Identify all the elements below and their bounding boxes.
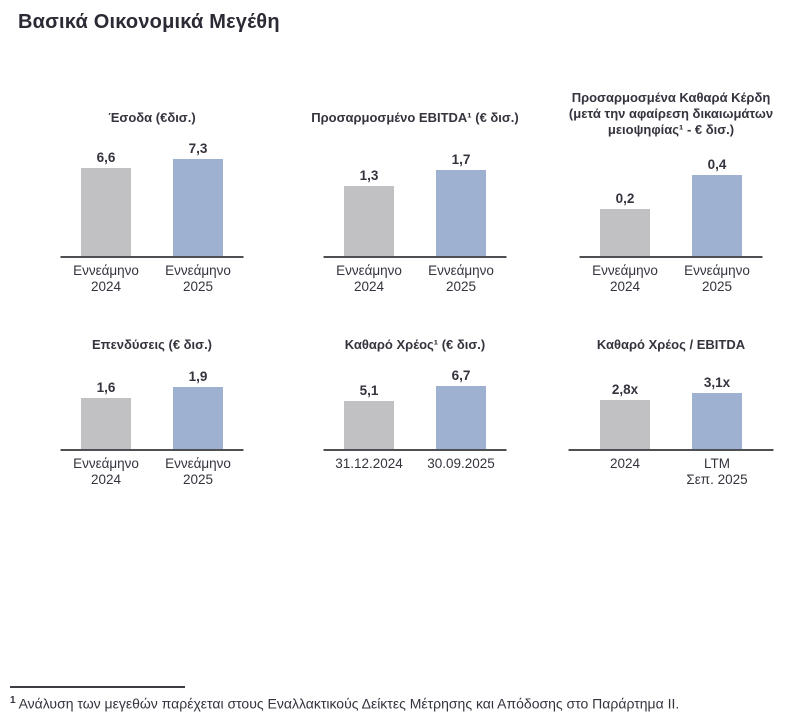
bar-value-label: 1,3 [359, 168, 379, 183]
x-axis-labels: 2024 LTM Σεπ. 2025 [579, 456, 763, 488]
x-axis-labels: Εννεάμηνο 2024 Εννεάμηνο 2025 [60, 263, 244, 295]
chart-title: Καθαρό Χρέος¹ (€ δισ.) [344, 337, 486, 352]
bar-value-label: 6,6 [96, 150, 116, 165]
plot-area: 5,1 6,7 [315, 330, 515, 449]
bar-value-label: 3,1x [703, 375, 731, 390]
x-axis-labels: Εννεάμηνο 2024 Εννεάμηνο 2025 [60, 456, 244, 488]
bar-group-2024: 1,6 [81, 380, 131, 449]
bar-value-label: 6,7 [451, 368, 471, 383]
page-title: Βασικά Οικονομικά Μεγέθη [18, 11, 280, 33]
x-axis-line [323, 449, 507, 451]
bar-group-2024: 1,3 [344, 168, 394, 256]
x-axis-line [60, 256, 244, 258]
bar-value-label: 1,9 [188, 369, 208, 384]
bar-2024 [81, 398, 131, 449]
bar-group-2024: 5,1 [344, 383, 394, 449]
bar-2025 [692, 175, 742, 256]
x-axis-line [60, 449, 244, 451]
x-axis-labels: 31.12.2024 30.09.2025 [323, 456, 507, 472]
bar-value-label: 7,3 [188, 141, 208, 156]
x-axis-labels: Εννεάμηνο 2024 Εννεάμηνο 2025 [323, 263, 507, 295]
plot-area: 0,2 0,4 [571, 86, 771, 256]
bar-value-label: 5,1 [359, 383, 379, 398]
x-axis-label: Εννεάμηνο 2025 [165, 263, 231, 294]
x-axis-label: Εννεάμηνο 2024 [592, 263, 658, 294]
footnote-divider [10, 686, 185, 688]
x-axis-label: 2024 [609, 456, 641, 471]
x-axis-label: 30.09.2025 [427, 456, 495, 471]
x-axis-label: Εννεάμηνο 2024 [336, 263, 402, 294]
bar-group-2024: 6,6 [81, 150, 131, 256]
bar-value-label: 0,4 [707, 157, 727, 172]
plot-area: 1,3 1,7 [315, 86, 515, 256]
bar-2024 [344, 186, 394, 256]
bar-2024 [344, 401, 394, 449]
bar-value-label: 1,7 [451, 152, 471, 167]
chart-title: Προσαρμοσμένα Καθαρά Κέρδη (μετά την αφα… [568, 90, 774, 137]
x-axis-label: Εννεάμηνο 2025 [428, 263, 494, 294]
x-axis-line [323, 256, 507, 258]
bar-group-2025: 7,3 [173, 141, 223, 256]
bar-group-2025: 1,7 [436, 152, 486, 256]
x-axis-label: Εννεάμηνο 2025 [165, 456, 231, 487]
bar-2025 [173, 387, 223, 449]
bar-value-label: 1,6 [96, 380, 116, 395]
bar-group-2025: 0,4 [692, 157, 742, 256]
bar-value-label: 2,8x [611, 382, 639, 397]
chart-net-debt: Καθαρό Χρέος¹ (€ δισ.) 5,1 6,7 31.12.202… [315, 330, 515, 498]
x-axis-line [568, 449, 774, 451]
chart-title: Καθαρό Χρέος / EBITDA [596, 337, 746, 352]
bar-group-2024: 0,2 [600, 191, 650, 256]
plot-area: 6,6 7,3 [52, 86, 252, 256]
footnote: 1 Ανάλυση των μεγεθών παρέχεται στους Ενα… [10, 695, 679, 712]
x-axis-label: LTM Σεπ. 2025 [686, 456, 748, 487]
plot-area: 2,8x 3,1x [571, 330, 771, 449]
chart-revenue: Έσοδα (€δισ.) 6,6 7,3 Εννεάμηνο 2024 Ενν… [52, 86, 252, 304]
x-axis-labels: Εννεάμηνο 2024 Εννεάμηνο 2025 [579, 263, 763, 295]
x-axis-label: Εννεάμηνο 2024 [73, 456, 139, 487]
bar-group-2025: 6,7 [436, 368, 486, 449]
bar-group-2025: 1,9 [173, 369, 223, 449]
chart-adjusted-ebitda: Προσαρμοσμένο EBITDA¹ (€ δισ.) 1,3 1,7 Ε… [311, 86, 519, 304]
bar-2025 [173, 159, 223, 256]
x-axis-label: Εννεάμηνο 2025 [684, 263, 750, 294]
bar-group-2025: 3,1x [692, 375, 742, 449]
bar-2025 [436, 386, 486, 449]
plot-area: 1,6 1,9 [52, 330, 252, 449]
bar-group-2024: 2,8x [600, 382, 650, 449]
bar-2024 [600, 209, 650, 256]
bar-2025 [436, 170, 486, 256]
footnote-text: Ανάλυση των μεγεθών παρέχεται στους Εναλ… [18, 695, 680, 712]
chart-net-debt-to-ebitda: Καθαρό Χρέος / EBITDA 2,8x 3,1x 2024 LTM… [568, 330, 774, 498]
bar-2025 [692, 393, 742, 449]
chart-investments: Επενδύσεις (€ δισ.) 1,6 1,9 Εννεάμηνο 20… [52, 330, 252, 498]
chart-title: Επενδύσεις (€ δισ.) [91, 337, 213, 352]
chart-title: Έσοδα (€δισ.) [108, 110, 196, 125]
chart-title: Προσαρμοσμένο EBITDA¹ (€ δισ.) [311, 110, 519, 125]
bar-2024 [600, 400, 650, 449]
chart-adjusted-net-profit: Προσαρμοσμένα Καθαρά Κέρδη (μετά την αφα… [569, 86, 773, 304]
x-axis-label: 31.12.2024 [335, 456, 403, 471]
x-axis-label: Εννεάμηνο 2024 [73, 263, 139, 294]
bar-value-label: 0,2 [615, 191, 635, 206]
x-axis-line [579, 256, 763, 258]
footnote-marker: 1 [10, 695, 16, 706]
bar-2024 [81, 168, 131, 256]
